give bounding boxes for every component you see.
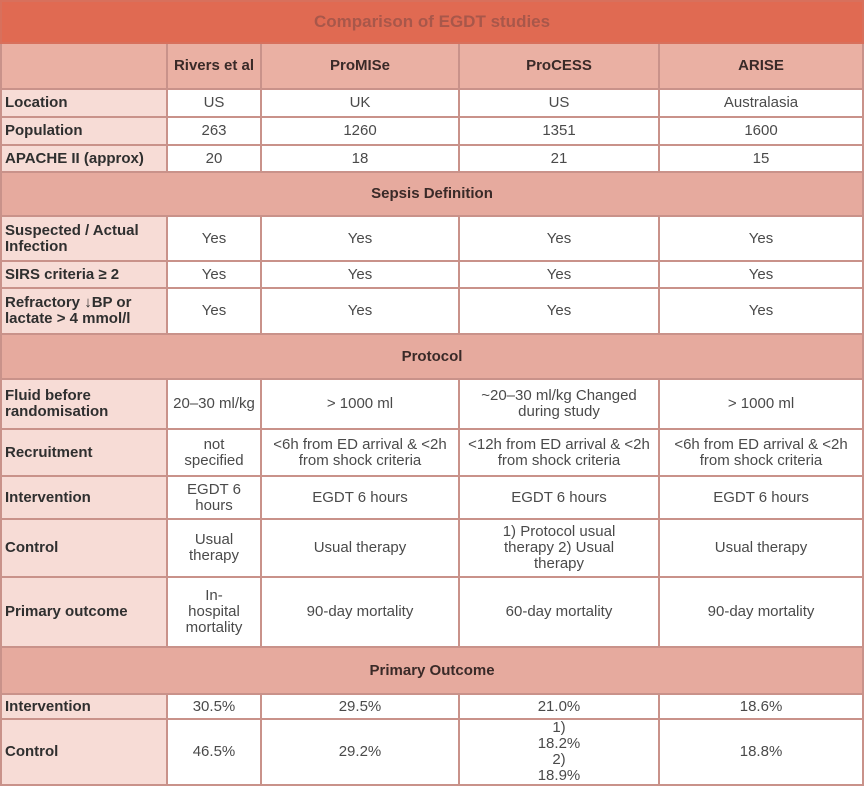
row-label: SIRS criteria ≥ 2 — [0, 260, 168, 289]
row-label: Intervention — [0, 693, 168, 720]
cell-value: <6h from ED arrival & <2h from shock cri… — [657, 428, 865, 477]
cell-value: Yes — [166, 287, 262, 335]
section-header-protocol: Protocol — [0, 333, 865, 380]
cell-value: not specified — [166, 428, 262, 477]
cell-value: EGDT 6 hours — [166, 475, 262, 520]
cell-value: 29.2% — [260, 718, 460, 786]
cell-value: EGDT 6 hours — [458, 475, 660, 520]
table-row-location: Location US UK US Australasia — [0, 88, 865, 118]
cell-value: 18.6% — [657, 693, 865, 720]
cell-value: Yes — [657, 287, 865, 335]
cell-value: 60-day mortality — [458, 576, 660, 648]
table-row-primary-outcome-measure: Primary outcome In-hospital mortality 90… — [0, 576, 865, 648]
cell-value: US — [166, 88, 262, 118]
cell-value: <12h from ED arrival & <2h from shock cr… — [458, 428, 660, 477]
cell-value: 1) Protocol usual therapy 2) Usual thera… — [458, 518, 660, 578]
cell-value: 29.5% — [260, 693, 460, 720]
row-label: Population — [0, 116, 168, 146]
table-row-refractory-bp: Refractory ↓BP or lactate > 4 mmol/l Yes… — [0, 287, 865, 335]
row-label: Recruitment — [0, 428, 168, 477]
cell-value: Australasia — [657, 88, 865, 118]
cell-value: In-hospital mortality — [166, 576, 262, 648]
column-header-blank — [0, 42, 168, 90]
row-label: Control — [0, 518, 168, 578]
table-row-recruitment: Recruitment not specified <6h from ED ar… — [0, 428, 865, 477]
cell-value: 46.5% — [166, 718, 262, 786]
row-label: Control — [0, 718, 168, 786]
cell-value: <6h from ED arrival & <2h from shock cri… — [260, 428, 460, 477]
column-header-row: Rivers et al ProMISe ProCESS ARISE — [0, 42, 865, 90]
table-row-population: Population 263 1260 1351 1600 — [0, 116, 865, 146]
table-row-apache: APACHE II (approx) 20 18 21 15 — [0, 144, 865, 173]
cell-value: Yes — [458, 260, 660, 289]
section-title: Sepsis Definition — [0, 171, 865, 217]
column-header-promise: ProMISe — [260, 42, 460, 90]
cell-value: 1600 — [657, 116, 865, 146]
row-label: Location — [0, 88, 168, 118]
cell-value: Yes — [458, 287, 660, 335]
table-row-sirs-criteria: SIRS criteria ≥ 2 Yes Yes Yes Yes — [0, 260, 865, 289]
table-row-control-protocol: Control Usual therapy Usual therapy 1) P… — [0, 518, 865, 578]
section-header-sepsis-definition: Sepsis Definition — [0, 171, 865, 217]
row-label: Suspected / Actual Infection — [0, 215, 168, 262]
cell-value: UK — [260, 88, 460, 118]
section-title: Protocol — [0, 333, 865, 380]
row-label: Primary outcome — [0, 576, 168, 648]
cell-value: Yes — [260, 260, 460, 289]
row-label: Refractory ↓BP or lactate > 4 mmol/l — [0, 287, 168, 335]
column-header-arise: ARISE — [657, 42, 865, 90]
cell-value: 90-day mortality — [260, 576, 460, 648]
cell-value: 30.5% — [166, 693, 262, 720]
cell-value: Yes — [458, 215, 660, 262]
cell-value: Yes — [260, 215, 460, 262]
cell-value: Usual therapy — [166, 518, 262, 578]
cell-value: Usual therapy — [657, 518, 865, 578]
section-header-primary-outcome: Primary Outcome — [0, 646, 865, 695]
cell-value: EGDT 6 hours — [657, 475, 865, 520]
table-row-fluid-before-randomisation: Fluid before randomisation 20–30 ml/kg >… — [0, 378, 865, 430]
section-title: Primary Outcome — [0, 646, 865, 695]
cell-value: 18.8% — [657, 718, 865, 786]
row-label: Intervention — [0, 475, 168, 520]
column-header-process: ProCESS — [458, 42, 660, 90]
column-header-rivers: Rivers et al — [166, 42, 262, 90]
cell-value: 21 — [458, 144, 660, 173]
cell-value: Usual therapy — [260, 518, 460, 578]
row-label: APACHE II (approx) — [0, 144, 168, 173]
cell-value: 1) 18.2% 2) 18.9% — [458, 718, 660, 786]
cell-value: 15 — [657, 144, 865, 173]
table-row-intervention-outcome: Intervention 30.5% 29.5% 21.0% 18.6% — [0, 693, 865, 720]
cell-value: 1260 — [260, 116, 460, 146]
cell-value: Yes — [657, 215, 865, 262]
cell-value: Yes — [166, 215, 262, 262]
cell-value: 1351 — [458, 116, 660, 146]
table-row-suspected-infection: Suspected / Actual Infection Yes Yes Yes… — [0, 215, 865, 262]
cell-value: EGDT 6 hours — [260, 475, 460, 520]
cell-value: 90-day mortality — [657, 576, 865, 648]
cell-value: Yes — [657, 260, 865, 289]
cell-value: 21.0% — [458, 693, 660, 720]
cell-value: > 1000 ml — [260, 378, 460, 430]
row-label: Fluid before randomisation — [0, 378, 168, 430]
cell-value: Yes — [260, 287, 460, 335]
cell-value: 263 — [166, 116, 262, 146]
table-row-intervention-protocol: Intervention EGDT 6 hours EGDT 6 hours E… — [0, 475, 865, 520]
table-title: Comparison of EGDT studies — [0, 0, 865, 44]
cell-value: > 1000 ml — [657, 378, 865, 430]
cell-value: ~20–30 ml/kg Changed during study — [458, 378, 660, 430]
cell-value: 20 — [166, 144, 262, 173]
cell-value: 20–30 ml/kg — [166, 378, 262, 430]
table-title-row: Comparison of EGDT studies — [0, 0, 865, 44]
cell-value: US — [458, 88, 660, 118]
table-row-control-outcome: Control 46.5% 29.2% 1) 18.2% 2) 18.9% 18… — [0, 718, 865, 786]
cell-value: 18 — [260, 144, 460, 173]
cell-value: Yes — [166, 260, 262, 289]
